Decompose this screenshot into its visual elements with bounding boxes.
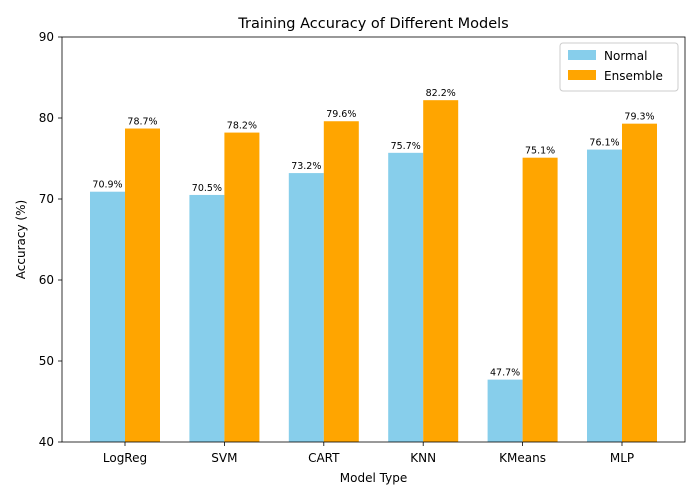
bar-ensemble-knn [423,100,459,443]
y-tick-label-40: 40 [39,435,54,449]
x-tick-label-cart: CART [308,451,340,465]
y-tick-label-90: 90 [39,30,54,44]
bar-normal-cart [288,173,324,442]
value-label-normal-knn: 75.7% [391,141,421,152]
bar-normal-mlp [587,149,622,442]
value-label-ensemble-mlp: 79.3% [624,112,654,123]
x-tick-label-kmeans: KMeans [499,451,546,465]
y-axis-label: Accuracy (%) [14,200,28,279]
y-tick-label-50: 50 [39,354,54,368]
value-label-ensemble-logreg: 78.7% [127,117,157,128]
value-label-normal-cart: 73.2% [291,161,321,172]
bar-normal-kmeans [487,379,523,442]
y-tick-label-80: 80 [39,111,54,125]
y-tick-label-70: 70 [39,192,54,206]
bar-ensemble-kmeans [522,157,558,442]
legend-label-normal: Normal [604,49,647,63]
x-axis-label: Model Type [340,471,407,485]
legend: Normal Ensemble [559,42,679,92]
value-label-ensemble-kmeans: 75.1% [525,146,555,157]
value-label-normal-svm: 70.5% [192,183,222,194]
x-tick-label-knn: KNN [410,451,436,465]
legend-swatch-ensemble [568,70,596,80]
x-tick-label-mlp: MLP [610,451,634,465]
x-tick-label-svm: SVM [211,451,237,465]
bar-ensemble-mlp [622,123,657,443]
plot-area: 70.9% 78.7% LogReg 70.5% 78.2% SVM 73.2% 79.6% C… [39,30,686,465]
bar-normal-logreg [90,191,125,442]
value-label-ensemble-cart: 79.6% [326,109,356,120]
value-label-normal-kmeans: 47.7% [490,368,520,379]
legend-swatch-normal [568,50,596,60]
value-label-normal-mlp: 76.1% [589,138,619,149]
x-tick-label-logreg: LogReg [103,451,147,465]
bar-normal-knn [388,152,424,442]
legend-label-ensemble: Ensemble [604,69,663,83]
bar-normal-svm [189,194,225,442]
bar-ensemble-cart [323,121,359,443]
bar-ensemble-svm [224,132,260,442]
value-label-ensemble-knn: 82.2% [426,88,456,99]
bar-ensemble-logreg [125,128,160,442]
value-label-normal-logreg: 70.9% [92,180,122,191]
y-tick-label-60: 60 [39,273,54,287]
value-label-ensemble-svm: 78.2% [227,121,257,132]
chart-title: Training Accuracy of Different Models [237,16,508,32]
axes-frame [61,36,686,443]
